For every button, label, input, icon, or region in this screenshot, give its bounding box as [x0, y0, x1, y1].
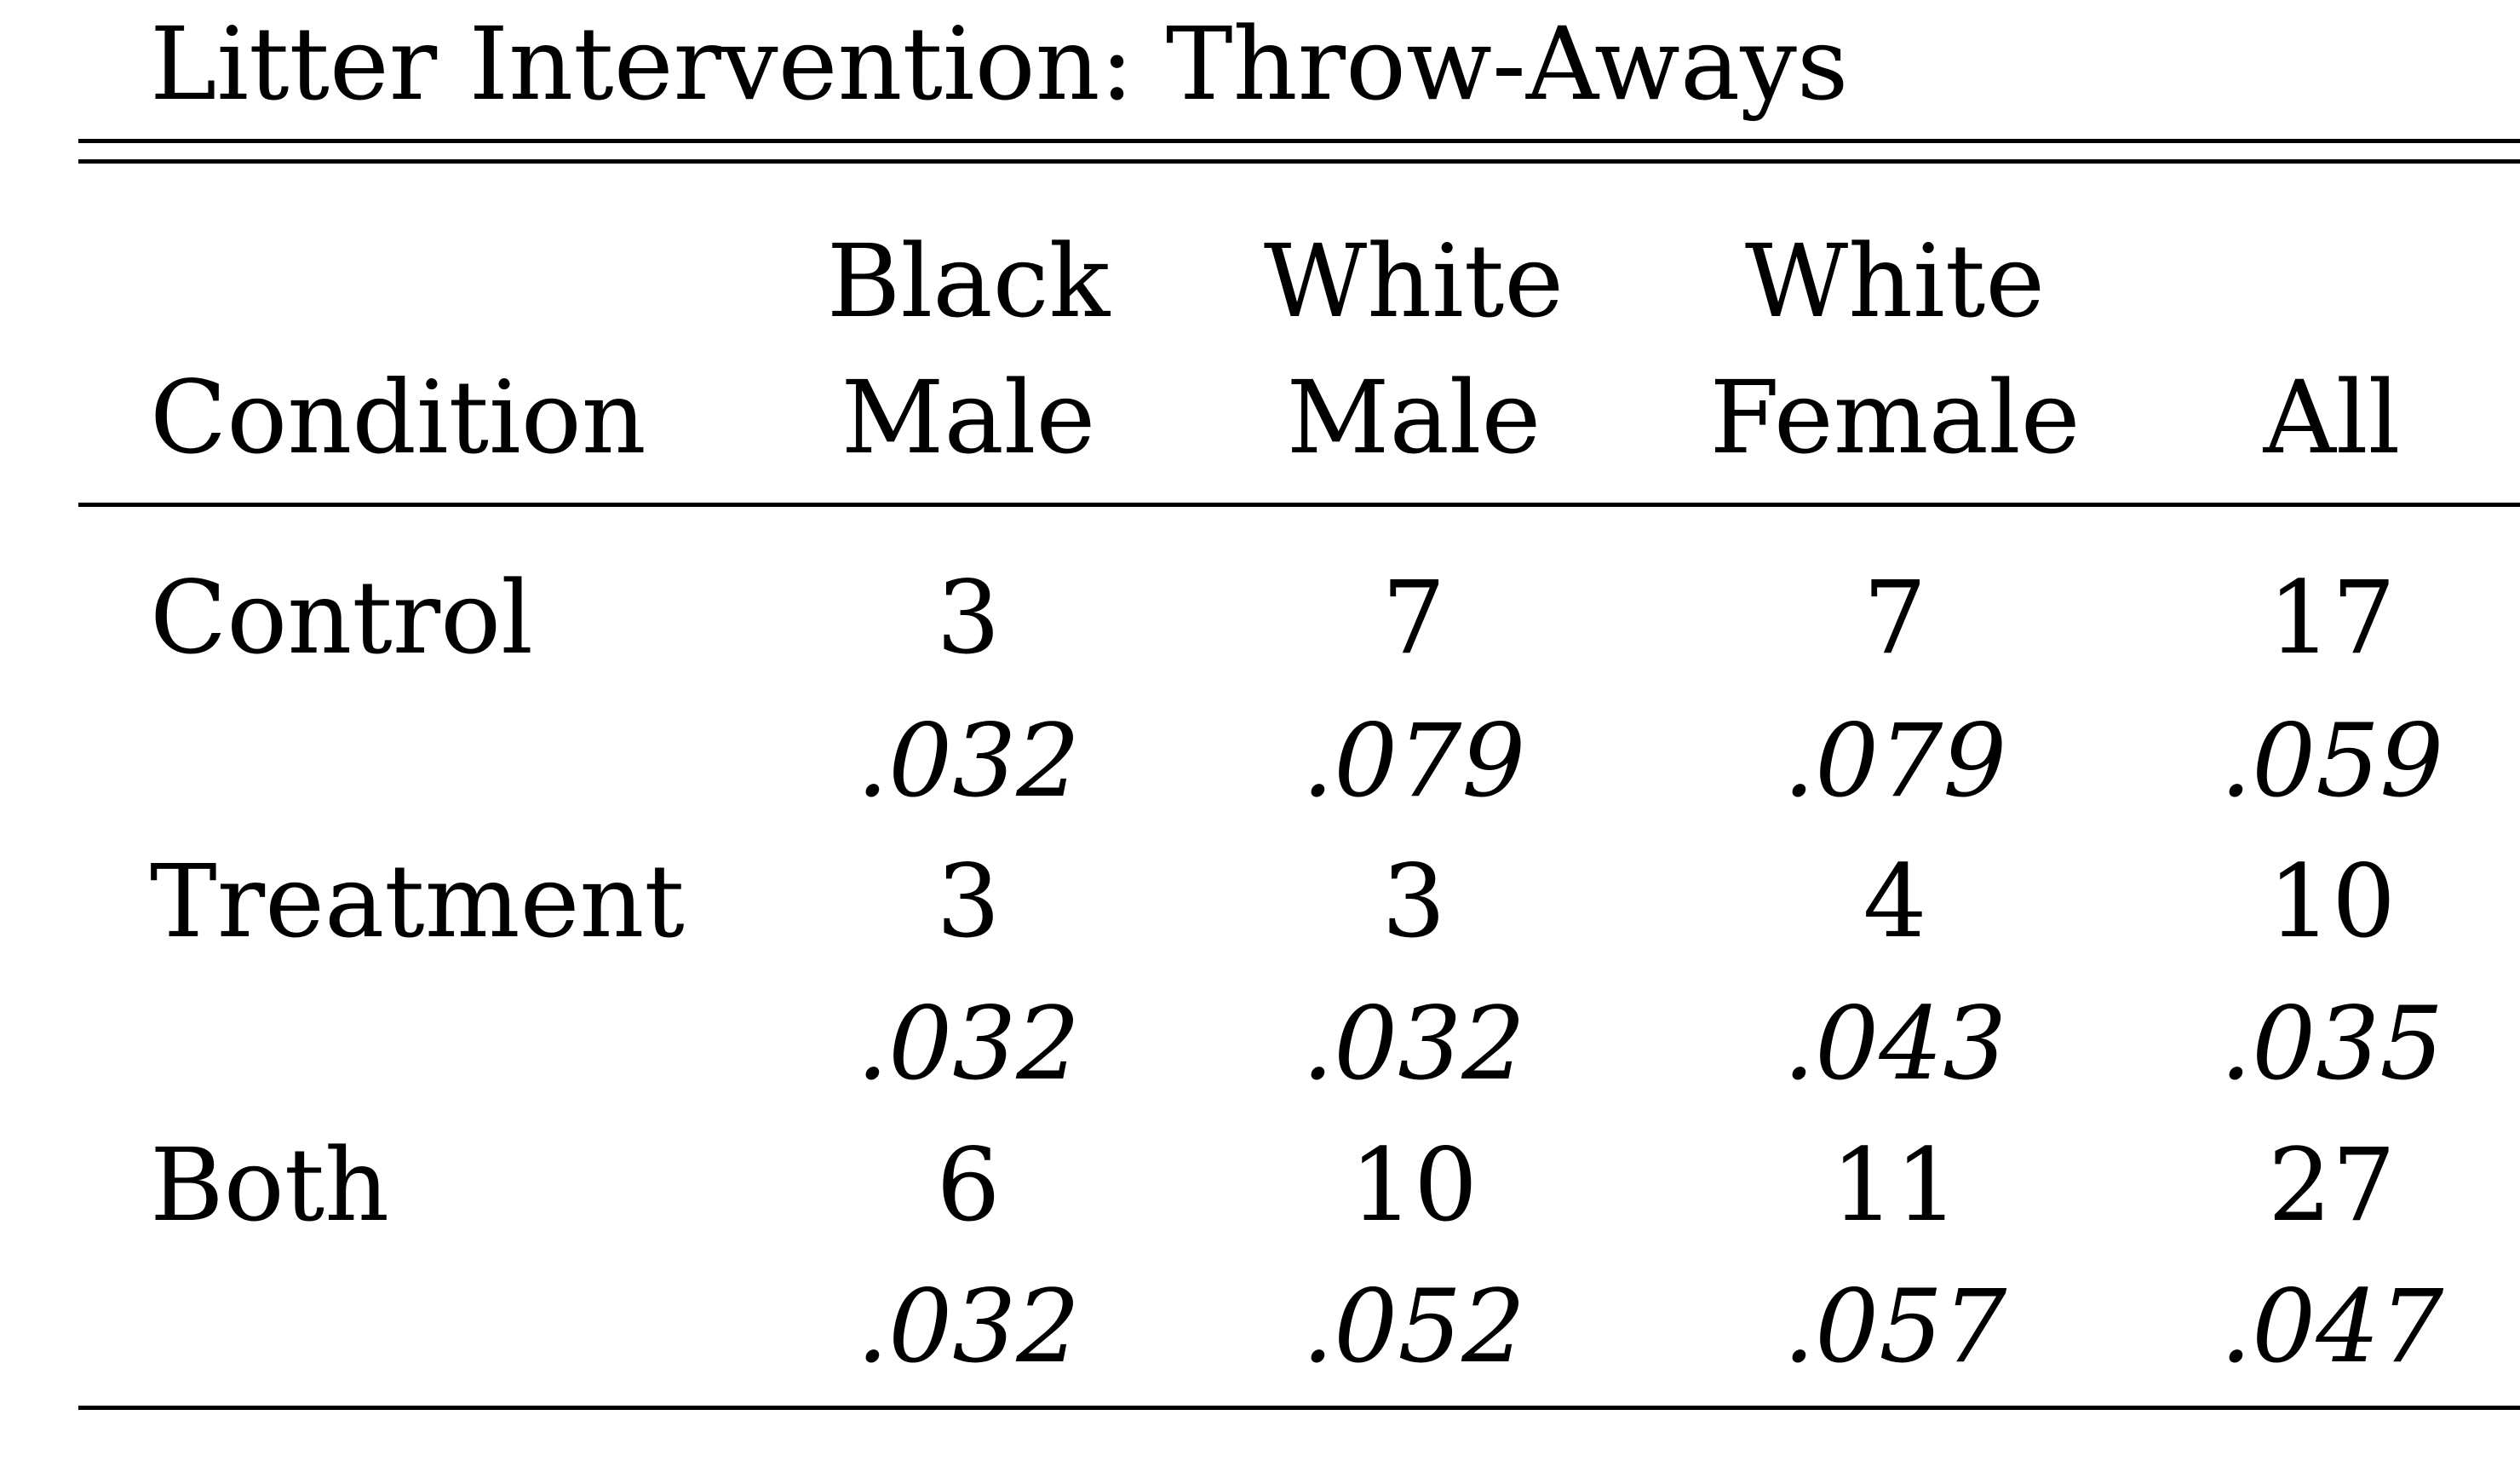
treatment-count-white-male: 3 [1381, 843, 1446, 960]
both-count-black-male: 6 [936, 1126, 1001, 1244]
header-col-2-line2: Male [1286, 359, 1541, 476]
header-col-3-line1: White [1744, 222, 2046, 340]
treatment-count-white-female: 4 [1863, 843, 1927, 960]
treatment-rate-white-male: .032 [1301, 985, 1526, 1102]
row-label-treatment: Treatment [150, 843, 685, 960]
both-rate-all: .047 [2219, 1268, 2444, 1385]
row-label-both: Both [150, 1126, 390, 1244]
header-col-3-line2: Female [1709, 359, 2081, 476]
page-title: Litter Intervention: Throw-Aways [150, 5, 1849, 123]
header-col-1-line1: Black [826, 222, 1111, 340]
header-condition: Condition [150, 359, 646, 476]
control-count-black-male: 3 [936, 559, 1001, 676]
control-rate-all: .059 [2219, 702, 2444, 820]
treatment-rate-white-female: .043 [1782, 985, 2007, 1102]
header-col-2-line1: White [1263, 222, 1564, 340]
treatment-count-black-male: 3 [936, 843, 1001, 960]
row-label-control: Control [150, 559, 533, 676]
both-rate-black-male: .032 [856, 1268, 1081, 1385]
top-rule-1 [78, 139, 2520, 143]
header-col-1-line2: Male [841, 359, 1096, 476]
control-count-all: 17 [2267, 559, 2397, 676]
both-count-white-female: 11 [1830, 1126, 1960, 1244]
control-rate-white-male: .079 [1301, 702, 1526, 820]
both-count-all: 27 [2267, 1126, 2397, 1244]
top-rule-2 [78, 159, 2520, 164]
both-rate-white-female: .057 [1782, 1268, 2007, 1385]
control-count-white-male: 7 [1381, 559, 1446, 676]
treatment-rate-all: .035 [2219, 985, 2444, 1102]
treatment-count-all: 10 [2267, 843, 2397, 960]
bottom-rule [78, 1406, 2520, 1410]
header-rule [78, 503, 2520, 507]
treatment-rate-black-male: .032 [856, 985, 1081, 1102]
control-rate-white-female: .079 [1782, 702, 2007, 820]
both-rate-white-male: .052 [1301, 1268, 1526, 1385]
both-count-white-male: 10 [1349, 1126, 1478, 1244]
header-col-4-line2: All [2263, 359, 2401, 476]
control-count-white-female: 7 [1863, 559, 1927, 676]
control-rate-black-male: .032 [856, 702, 1081, 820]
